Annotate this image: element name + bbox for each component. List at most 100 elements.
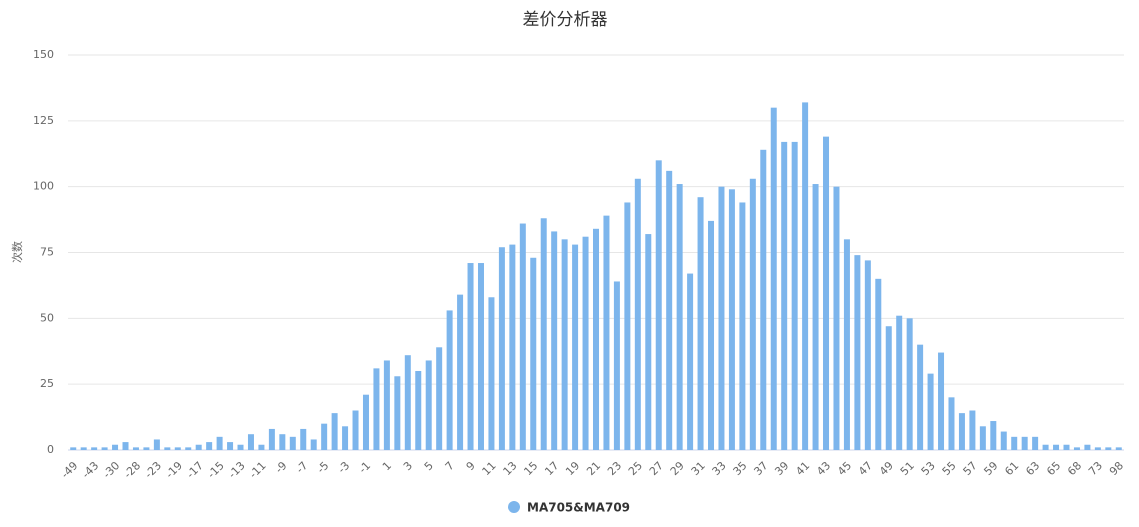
bar	[70, 447, 77, 450]
bar	[227, 442, 234, 450]
x-tick-label: -3	[335, 459, 352, 476]
bar	[1063, 444, 1070, 450]
bar	[321, 423, 328, 450]
bar	[624, 202, 631, 450]
bar	[1094, 447, 1101, 450]
x-tick-label: 63	[1023, 459, 1042, 478]
bar	[404, 355, 411, 450]
bar	[843, 239, 850, 450]
x-tick-label: -17	[184, 459, 206, 481]
bar	[352, 410, 359, 450]
bar	[122, 442, 129, 450]
bar	[593, 228, 599, 450]
bar	[781, 141, 788, 450]
x-tick-label: 23	[605, 459, 624, 478]
bar	[467, 263, 474, 450]
bar	[1000, 431, 1007, 450]
bar	[268, 428, 275, 450]
bar	[362, 394, 369, 450]
x-tick-label: 11	[480, 459, 499, 478]
x-tick-label: 68	[1065, 459, 1084, 478]
y-tick-label: 150	[33, 48, 54, 61]
bar	[91, 447, 98, 450]
bar	[875, 278, 882, 450]
bar	[206, 442, 213, 450]
x-tick-label: 57	[961, 459, 980, 478]
x-tick-label: 61	[1002, 459, 1021, 478]
bar	[1053, 444, 1060, 450]
bar	[645, 234, 652, 450]
bar	[540, 218, 547, 450]
x-tick-label: -49	[59, 459, 81, 481]
x-tick-label: -9	[273, 459, 290, 476]
bar	[185, 447, 192, 450]
bar	[425, 360, 432, 450]
bar	[1011, 436, 1018, 450]
bar	[195, 444, 202, 450]
bar	[216, 436, 223, 450]
bar	[697, 197, 704, 450]
x-tick-label: -19	[163, 459, 185, 481]
x-tick-label: 45	[835, 459, 854, 478]
bar	[143, 447, 150, 450]
x-tick-label: -13	[226, 459, 248, 481]
bar	[749, 178, 756, 450]
bar	[823, 136, 830, 450]
bar	[488, 297, 495, 450]
x-tick-label: 33	[710, 459, 729, 478]
bar	[415, 371, 422, 450]
y-tick-label: 25	[40, 377, 54, 390]
bar	[436, 347, 443, 450]
bar	[728, 189, 735, 451]
bar	[132, 447, 139, 450]
x-tick-label: 1	[380, 459, 394, 473]
x-tick-label: 51	[898, 459, 917, 478]
bar	[770, 107, 777, 451]
x-tick-label: -5	[314, 459, 331, 476]
x-tick-label: 17	[542, 459, 561, 478]
bar	[1032, 436, 1039, 450]
bar	[561, 239, 568, 450]
y-axis-title: 次数	[10, 241, 24, 263]
bar	[687, 273, 694, 450]
bar	[258, 444, 265, 450]
bar	[498, 247, 505, 450]
x-tick-label: 25	[626, 459, 645, 478]
bar	[1105, 447, 1112, 450]
bar	[833, 186, 840, 450]
chart-title: 差价分析器	[523, 10, 608, 30]
bar	[603, 215, 610, 450]
x-tick-label: 7	[443, 459, 457, 473]
x-tick-label: 49	[877, 459, 896, 478]
x-tick-label: 73	[1086, 459, 1105, 478]
bar	[708, 220, 715, 450]
x-tick-label: -43	[79, 459, 101, 481]
x-tick-label: 5	[422, 459, 436, 473]
x-tick-label: 29	[668, 459, 687, 478]
bar	[864, 260, 871, 450]
x-tick-label: 41	[793, 459, 812, 478]
x-tick-label: -7	[294, 459, 311, 476]
bar	[802, 102, 809, 451]
bar	[1042, 444, 1049, 450]
bar	[153, 439, 160, 450]
bar	[572, 244, 579, 450]
x-tick-label: 55	[940, 459, 959, 478]
bar	[247, 434, 254, 450]
x-tick-label: 53	[919, 459, 938, 478]
x-tick-label: 43	[814, 459, 833, 478]
bar	[519, 223, 526, 450]
x-tick-label: 31	[689, 459, 708, 478]
legend-marker	[508, 501, 520, 513]
bar	[812, 184, 819, 451]
bar	[917, 344, 924, 450]
bar	[300, 428, 307, 450]
legend-label[interactable]: MA705&MA709	[527, 501, 630, 515]
y-tick-label: 50	[40, 311, 54, 324]
x-tick-label: -28	[121, 459, 143, 481]
bar	[383, 360, 390, 450]
x-tick-label: -23	[142, 459, 164, 481]
x-tick-label: -30	[100, 459, 122, 481]
x-tick-label: 35	[731, 459, 750, 478]
